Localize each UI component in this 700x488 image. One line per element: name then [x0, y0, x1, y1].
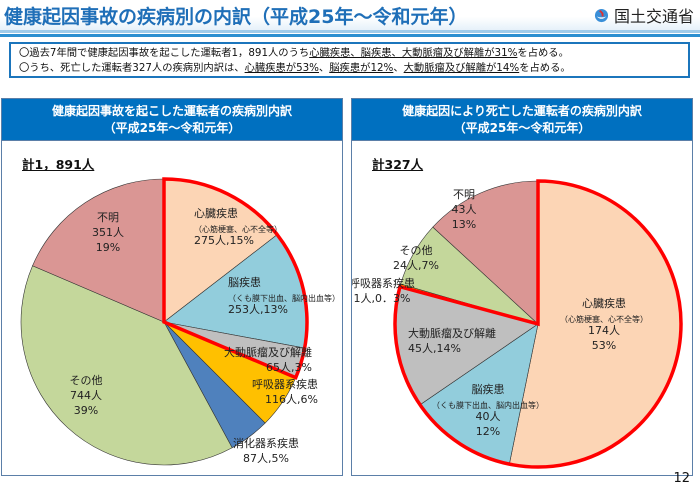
page-number: 12 — [673, 471, 690, 486]
slice-label: 大動脈瘤及び解離 65人,3% — [224, 345, 312, 374]
summary-text: 、 — [318, 62, 330, 74]
highlight-outline — [162, 177, 309, 380]
chart-subtitle: （平成25年～令和元年） — [453, 121, 591, 135]
slice-value-label: 174人 — [588, 324, 620, 337]
slice-pct-label: 39% — [74, 404, 98, 417]
slice-name: 脳疾患 — [472, 382, 505, 396]
logo: 国土交通省 — [594, 3, 694, 27]
slice-name: 呼吸器系疾患 — [352, 276, 415, 290]
slice-label: 脳疾患 （くも膜下出血、脳内出血等）253人,13% — [228, 275, 340, 316]
mlit-logo-icon — [594, 8, 609, 22]
summary-highlight: 心臓疾患が53% — [244, 62, 319, 74]
slice-value-label: 253人,13% — [228, 303, 288, 316]
slice-label: その他 744人 39% — [70, 374, 103, 417]
slice-note: （くも膜下出血、脳内出血等） — [228, 293, 340, 303]
slice-value-label: 43人 — [452, 203, 477, 216]
summary-highlight: 脳疾患が12% — [329, 62, 394, 74]
pie-chart-accident: 心臓疾患 （心筋梗塞、心不全等）275人,15% 脳疾患 （くも膜下出血、脳内出血等）… — [20, 177, 340, 466]
summary-text: 、 — [393, 62, 404, 74]
chart-title: 健康起因により死亡した運転者の疾病別内訳 — [402, 104, 642, 118]
chart-subtitle: （平成25年～令和元年） — [103, 121, 241, 135]
slice-name: 呼吸器系疾患 — [252, 377, 318, 391]
slice-label: 大動脈瘤及び解離 45人,14% — [408, 326, 496, 355]
pie-slice-6 — [432, 180, 539, 325]
slice-name: 心臓疾患 — [194, 206, 238, 220]
page-title: 健康起因事故の疾病別の内訳（平成25年～令和元年） — [4, 6, 468, 28]
slice-note: （心筋梗塞、心不全等） — [560, 314, 648, 324]
slice-pct-label: 19% — [96, 241, 120, 254]
panel-header: 健康起因事故を起こした運転者の疾病別内訳 （平成25年～令和元年） — [2, 99, 342, 141]
slice-label: 心臓疾患 （心筋梗塞、心不全等）275人,15% — [194, 206, 282, 247]
total-label: 計1，891人 — [22, 157, 95, 172]
slice-name: 心臓疾患 — [582, 296, 626, 310]
slice-value-label: 1人,0．3% — [354, 292, 411, 305]
slice-name: その他 — [400, 244, 433, 257]
title-bar: 健康起因事故の疾病別の内訳（平成25年～令和元年） 国土交通省 — [0, 0, 700, 30]
summary-text: 〇過去7年間で健康起因事故を起こした運転者1，891人のうち — [19, 47, 310, 59]
pie-slice-7 — [32, 178, 165, 323]
slice-note: （心筋梗塞、心不全等） — [194, 224, 282, 234]
slice-pct-label: 53% — [592, 339, 616, 352]
slice-label: 脳疾患 （くも膜下出血、脳内出血等）40人 12% — [432, 382, 544, 438]
slice-value-label: 275人,15% — [194, 234, 254, 247]
slice-label: 消化器系疾患 87人,5% — [233, 436, 299, 465]
ministry-name: 国土交通省 — [613, 7, 694, 26]
summary-text: を占める。 — [519, 62, 571, 74]
slice-value-label: 744人 — [70, 389, 102, 402]
panel-accident-drivers: 健康起因事故を起こした運転者の疾病別内訳 （平成25年～令和元年） 計1，891… — [1, 98, 343, 476]
summary-line-1: 〇過去7年間で健康起因事故を起こした運転者1，891人のうち心臓疾患、脳疾患、大… — [19, 46, 680, 61]
slice-name: 脳疾患 — [228, 275, 261, 289]
summary-highlight: 心臓疾患、脳疾患、大動脈瘤及び解離が31% — [309, 47, 518, 59]
pie-slice-6 — [20, 265, 233, 466]
slice-value-label: 87人,5% — [243, 452, 289, 465]
slice-value-label: 116人,6% — [265, 393, 318, 406]
slice-name: 大動脈瘤及び解離 — [224, 345, 312, 359]
slice-value-label: 65人,3% — [266, 361, 312, 374]
slice-label: 呼吸器系疾患 116人,6% — [252, 377, 318, 406]
summary-box: 〇過去7年間で健康起因事故を起こした運転者1，891人のうち心臓疾患、脳疾患、大… — [9, 42, 690, 78]
slice-name: 不明 — [453, 188, 475, 201]
header-rule-light — [0, 30, 700, 33]
pie-chart-fatal: 心臓疾患（心筋梗塞、心不全等）174人53%脳疾患（くも膜下出血、脳内出血等）4… — [352, 179, 683, 469]
slice-label: その他 24人,7% — [393, 244, 439, 272]
slice-label: 不明 43人 13% — [452, 188, 477, 231]
highlight-outline — [393, 179, 683, 469]
slice-label: 心臓疾患 （心筋梗塞、心不全等）174人 53% — [560, 296, 648, 352]
summary-line-2: 〇うち、死亡した運転者327人の疾病別内訳は、心臓疾患が53%、脳疾患が12%、… — [19, 61, 680, 76]
slice-pct-label: 13% — [452, 218, 476, 231]
summary-text: を占める。 — [517, 47, 569, 59]
slice-value-label: 351人 — [92, 226, 124, 239]
slice-value-label: 45人,14% — [408, 342, 461, 355]
slice-label: 不明 351人 19% — [92, 211, 124, 254]
summary-text: 〇うち、死亡した運転者327人の疾病別内訳は、 — [19, 62, 245, 74]
slice-value-label: 40人 — [476, 410, 501, 423]
header-rule-dark — [0, 34, 700, 37]
slice-value-label: 24人,7% — [393, 259, 439, 272]
slice-name: 大動脈瘤及び解離 — [408, 326, 496, 340]
total-label: 計327人 — [372, 157, 424, 172]
chart-title: 健康起因事故を起こした運転者の疾病別内訳 — [51, 104, 292, 118]
panel-fatal-drivers: 健康起因により死亡した運転者の疾病別内訳 （平成25年～令和元年） 計327人 … — [351, 98, 693, 476]
slice-name: その他 — [70, 374, 103, 387]
summary-highlight: 大動脈瘤及び解離が14% — [403, 62, 520, 74]
slice-name: 不明 — [97, 211, 119, 224]
slice-label: 呼吸器系疾患 1人,0．3% — [352, 276, 415, 305]
panel-header: 健康起因により死亡した運転者の疾病別内訳 （平成25年～令和元年） — [352, 99, 692, 141]
slice-name: 消化器系疾患 — [233, 436, 299, 450]
slice-note: （くも膜下出血、脳内出血等） — [432, 400, 544, 410]
slice-pct-label: 12% — [476, 425, 500, 438]
